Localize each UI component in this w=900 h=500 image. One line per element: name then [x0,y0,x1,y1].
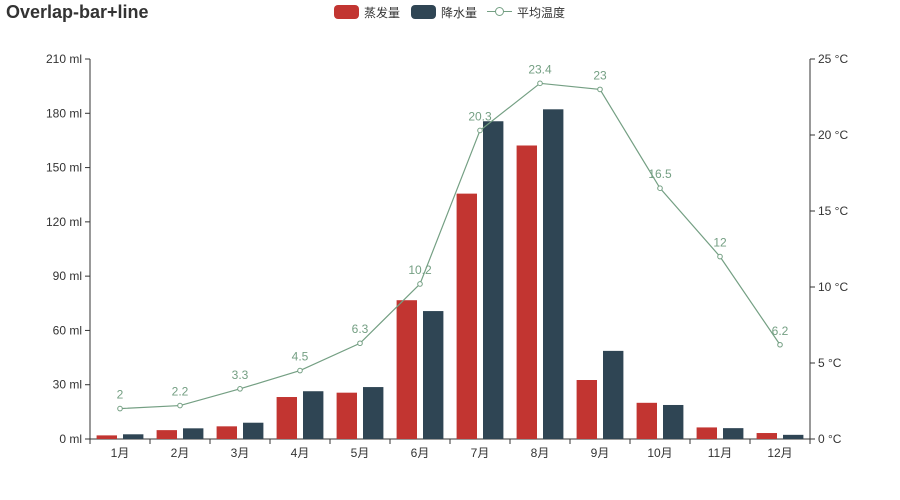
bar-precipitation [123,434,144,439]
bar-precipitation [723,428,744,439]
data-label-temperature: 23 [593,68,607,82]
point-temperature [417,281,423,287]
legend-evaporation-label: 蒸发量 [364,5,401,20]
bar-precipitation [303,391,324,439]
bar-precipitation [663,404,684,439]
y-left-tick-label: 150 ml [46,161,82,175]
point-temperature [297,367,303,374]
x-tick-label: 5月 [351,446,370,460]
legend-temperature-label: 平均温度 [517,5,566,20]
y-right-tick-label: 10 °C [818,280,848,294]
y-left-tick-label: 180 ml [46,106,82,120]
x-tick-label: 7月 [471,446,490,460]
x-tick-label: 1月 [111,446,130,460]
x-tick-label: 11月 [708,446,732,460]
legend-item-precipitation[interactable]: 降水量 [411,3,477,21]
bar-precipitation [603,350,624,439]
y-left-tick-label: 210 ml [46,52,82,66]
point-temperature [177,402,183,409]
x-tick-label: 3月 [231,446,250,460]
legend-item-evaporation[interactable]: 蒸发量 [334,3,400,21]
bar-evaporation [336,392,357,439]
legend-evaporation-swatch [334,5,359,19]
legend-item-temperature[interactable]: 平均温度 [487,3,565,21]
data-label-temperature: 2 [117,388,124,402]
y-right-tick-label: 25 °C [818,52,848,66]
bar-evaporation [396,300,417,439]
x-tick-label: 8月 [531,446,550,460]
data-label-temperature: 20.3 [468,109,492,123]
bar-precipitation [423,311,444,439]
chart-title: Overlap-bar+line [6,2,149,22]
data-label-temperature: 23.4 [528,62,552,76]
y-right-tick-label: 5 °C [818,356,842,370]
x-tick-label: 6月 [411,446,430,460]
legend: 蒸发量 降水量 平均温度 [0,3,900,21]
data-label-temperature: 10.2 [408,263,432,277]
y-left-tick-label: 90 ml [53,269,82,283]
y-right-tick-label: 0 °C [818,432,842,446]
legend-temperature-line-icon [487,5,512,19]
legend-precipitation-label: 降水量 [441,5,478,20]
data-label-temperature: 16.5 [648,167,672,181]
bar-evaporation [276,397,297,439]
data-label-temperature: 6.2 [772,324,789,338]
bar-evaporation [156,430,177,439]
data-label-temperature: 4.5 [292,350,309,364]
y-right-tick-label: 20 °C [818,128,848,142]
data-label-temperature: 2.2 [172,385,189,399]
bar-evaporation [516,145,537,439]
point-temperature [477,127,483,134]
legend-precipitation-swatch [411,5,436,19]
data-label-temperature: 12 [713,236,727,250]
point-temperature [597,86,603,93]
x-tick-label: 2月 [171,446,190,460]
x-tick-label: 9月 [591,446,610,460]
bar-precipitation [183,428,204,439]
bar-precipitation [363,387,384,439]
bar-precipitation [483,121,504,439]
y-left-tick-label: 60 ml [53,323,82,337]
y-right-tick-label: 15 °C [818,204,848,218]
line-temperature [119,82,781,410]
y-left-tick-label: 30 ml [53,378,82,392]
bar-evaporation [216,426,237,439]
x-tick-label: 10月 [647,446,672,460]
bar-evaporation [756,433,777,439]
data-label-temperature: 3.3 [232,368,249,382]
point-temperature [117,405,123,412]
bar-precipitation [243,422,264,439]
point-temperature [357,340,363,347]
point-temperature [237,386,243,392]
bar-evaporation [576,380,597,439]
bar-evaporation [636,402,657,439]
y-left-tick-label: 120 ml [46,215,82,229]
bar-precipitation [783,434,804,439]
point-temperature [537,80,543,87]
point-temperature [777,341,783,348]
bar-precipitation [543,109,564,440]
bar-evaporation [696,427,717,439]
x-tick-label: 4月 [291,446,310,460]
y-left-tick-label: 0 ml [59,432,82,446]
point-temperature [657,185,663,191]
x-tick-label: 12月 [767,446,792,460]
point-temperature [717,253,723,260]
data-label-temperature: 6.3 [352,322,369,336]
bar-evaporation [96,435,117,439]
bar-evaporation [456,193,477,439]
